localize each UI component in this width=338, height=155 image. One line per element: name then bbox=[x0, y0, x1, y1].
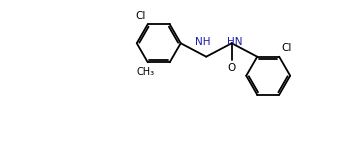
Text: O: O bbox=[227, 63, 236, 73]
Text: Cl: Cl bbox=[135, 11, 145, 21]
Text: Cl: Cl bbox=[281, 43, 291, 53]
Text: HN: HN bbox=[227, 37, 243, 47]
Text: NH: NH bbox=[194, 37, 210, 47]
Text: CH₃: CH₃ bbox=[137, 66, 155, 77]
